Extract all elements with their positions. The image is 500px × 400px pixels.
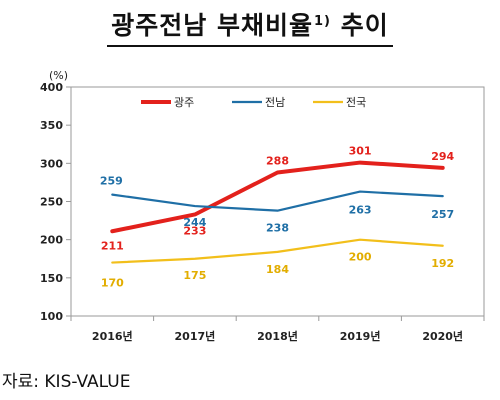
source-note: 자료: KIS-VALUE (2, 372, 131, 392)
y-tick-label: 250 (40, 196, 63, 209)
y-tick-label: 350 (40, 119, 63, 132)
series-line-3 (111, 238, 444, 264)
series-line-2 (111, 190, 444, 212)
x-tick-label: 2019년 (340, 329, 381, 343)
data-label: 192 (431, 257, 454, 270)
x-tick-label: 2018년 (257, 329, 298, 343)
data-label: 184 (266, 263, 289, 276)
data-label: 259 (100, 175, 123, 188)
title-suffix: 추이 (340, 11, 389, 40)
y-tick-label: 150 (40, 272, 63, 285)
data-label: 257 (431, 208, 454, 221)
y-tick-label: 300 (40, 157, 63, 170)
plot-frame (70, 86, 485, 317)
data-label: 244 (183, 216, 206, 229)
y-tick-label: 400 (40, 81, 63, 94)
y-tick-label: 100 (40, 310, 63, 323)
data-label: 238 (266, 222, 289, 235)
legend-label: 전남 (265, 96, 285, 109)
legend-label: 전국 (346, 96, 366, 109)
chart-title-text: 광주전남 부채비율1) 추이 (107, 6, 393, 47)
data-label: 200 (349, 251, 372, 264)
data-label: 301 (349, 145, 372, 158)
data-label: 263 (349, 204, 372, 217)
y-tick-label: 200 (40, 234, 63, 247)
x-tick-label: 2016년 (92, 329, 133, 343)
series-line-1 (110, 160, 445, 234)
data-label: 288 (266, 154, 289, 167)
data-label: 170 (101, 277, 124, 290)
title-footnote-mark: 1) (313, 13, 331, 29)
data-label: 175 (183, 269, 206, 282)
x-tick-label: 2017년 (175, 329, 216, 343)
data-label: 233 (183, 224, 206, 237)
legend-label: 광주 (174, 96, 194, 109)
data-label: 294 (431, 150, 454, 163)
x-tick-label: 2020년 (422, 329, 463, 343)
chart-title: 광주전남 부채비율1) 추이 (0, 6, 500, 47)
y-unit-label: (%) (49, 69, 68, 82)
title-main: 광주전남 부채비율 (111, 11, 313, 40)
data-label: 211 (101, 239, 124, 252)
